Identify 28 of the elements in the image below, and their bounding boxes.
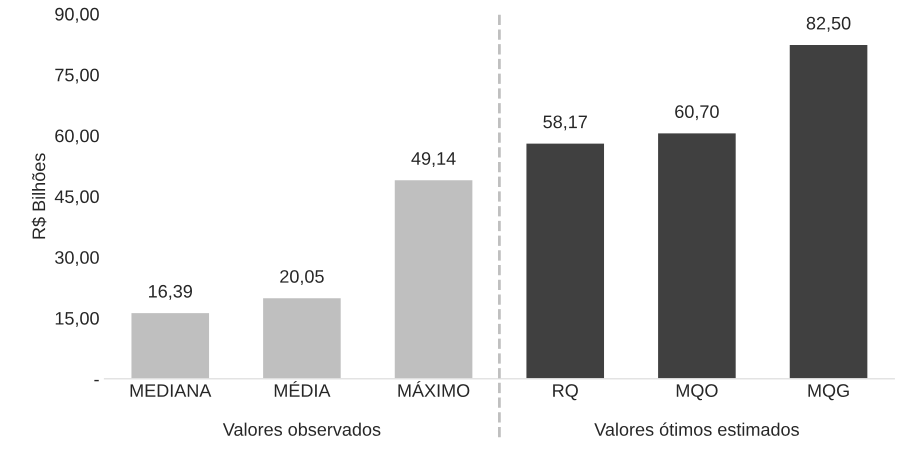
data-label: 58,17: [543, 115, 587, 130]
x-tick-label: RQ: [553, 384, 578, 400]
data-label: 16,39: [149, 284, 192, 300]
y-tick-label: 30,00: [55, 251, 99, 266]
bar: [788, 44, 869, 379]
bar: [656, 132, 738, 379]
x-tick-label: MÉDIA: [274, 381, 330, 397]
x-tick-label: MEDIANA: [130, 384, 212, 397]
x-tick-label: MÁXIMO: [398, 381, 470, 397]
y-tick-label: 60,00: [55, 129, 99, 144]
data-label: 82,50: [806, 16, 850, 32]
y-tick-label: 75,00: [55, 68, 99, 84]
bar: [130, 312, 210, 379]
bar: [393, 178, 474, 379]
bar: [525, 142, 606, 379]
data-label: 20,05: [280, 270, 324, 285]
y-tick-label: 45,00: [54, 190, 99, 206]
bar: [262, 296, 342, 379]
text: Valores ótimos estimados: [594, 422, 799, 436]
x-tick-label: MQO: [676, 384, 718, 400]
y-tick-label: -: [94, 380, 99, 382]
y-tick-label: 90,00: [55, 8, 99, 23]
data-label: 60,70: [675, 105, 719, 120]
data-label: 49,14: [411, 152, 456, 168]
y-axis-title: R$ Bilhões: [32, 153, 46, 239]
x-tick-label: MQG: [808, 384, 849, 400]
y-tick-label: 15,00: [56, 312, 99, 327]
text: Valores observados: [222, 422, 380, 436]
